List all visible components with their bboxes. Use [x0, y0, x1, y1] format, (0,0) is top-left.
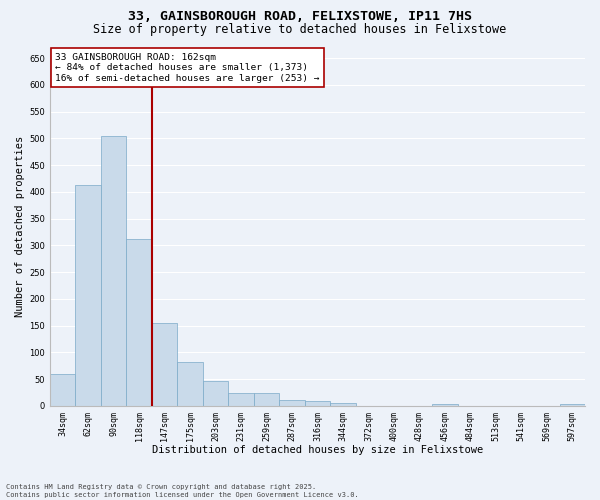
Text: 33, GAINSBOROUGH ROAD, FELIXSTOWE, IP11 7HS: 33, GAINSBOROUGH ROAD, FELIXSTOWE, IP11 … [128, 10, 472, 23]
Bar [178, 362, 203, 406]
Bar [305, 401, 330, 406]
Bar [101, 136, 127, 406]
Bar [330, 404, 356, 406]
Bar [76, 185, 101, 406]
Bar [50, 374, 76, 406]
Text: Size of property relative to detached houses in Felixstowe: Size of property relative to detached ho… [94, 22, 506, 36]
Bar [560, 404, 585, 406]
Text: Contains HM Land Registry data © Crown copyright and database right 2025.
Contai: Contains HM Land Registry data © Crown c… [6, 484, 359, 498]
Bar [279, 400, 305, 406]
Y-axis label: Number of detached properties: Number of detached properties [15, 136, 25, 318]
Bar [127, 238, 152, 406]
Bar [432, 404, 458, 406]
Bar [254, 393, 279, 406]
Bar [152, 323, 178, 406]
X-axis label: Distribution of detached houses by size in Felixstowe: Distribution of detached houses by size … [152, 445, 483, 455]
Bar [228, 393, 254, 406]
Bar [203, 382, 228, 406]
Text: 33 GAINSBOROUGH ROAD: 162sqm
← 84% of detached houses are smaller (1,373)
16% of: 33 GAINSBOROUGH ROAD: 162sqm ← 84% of de… [55, 53, 320, 82]
